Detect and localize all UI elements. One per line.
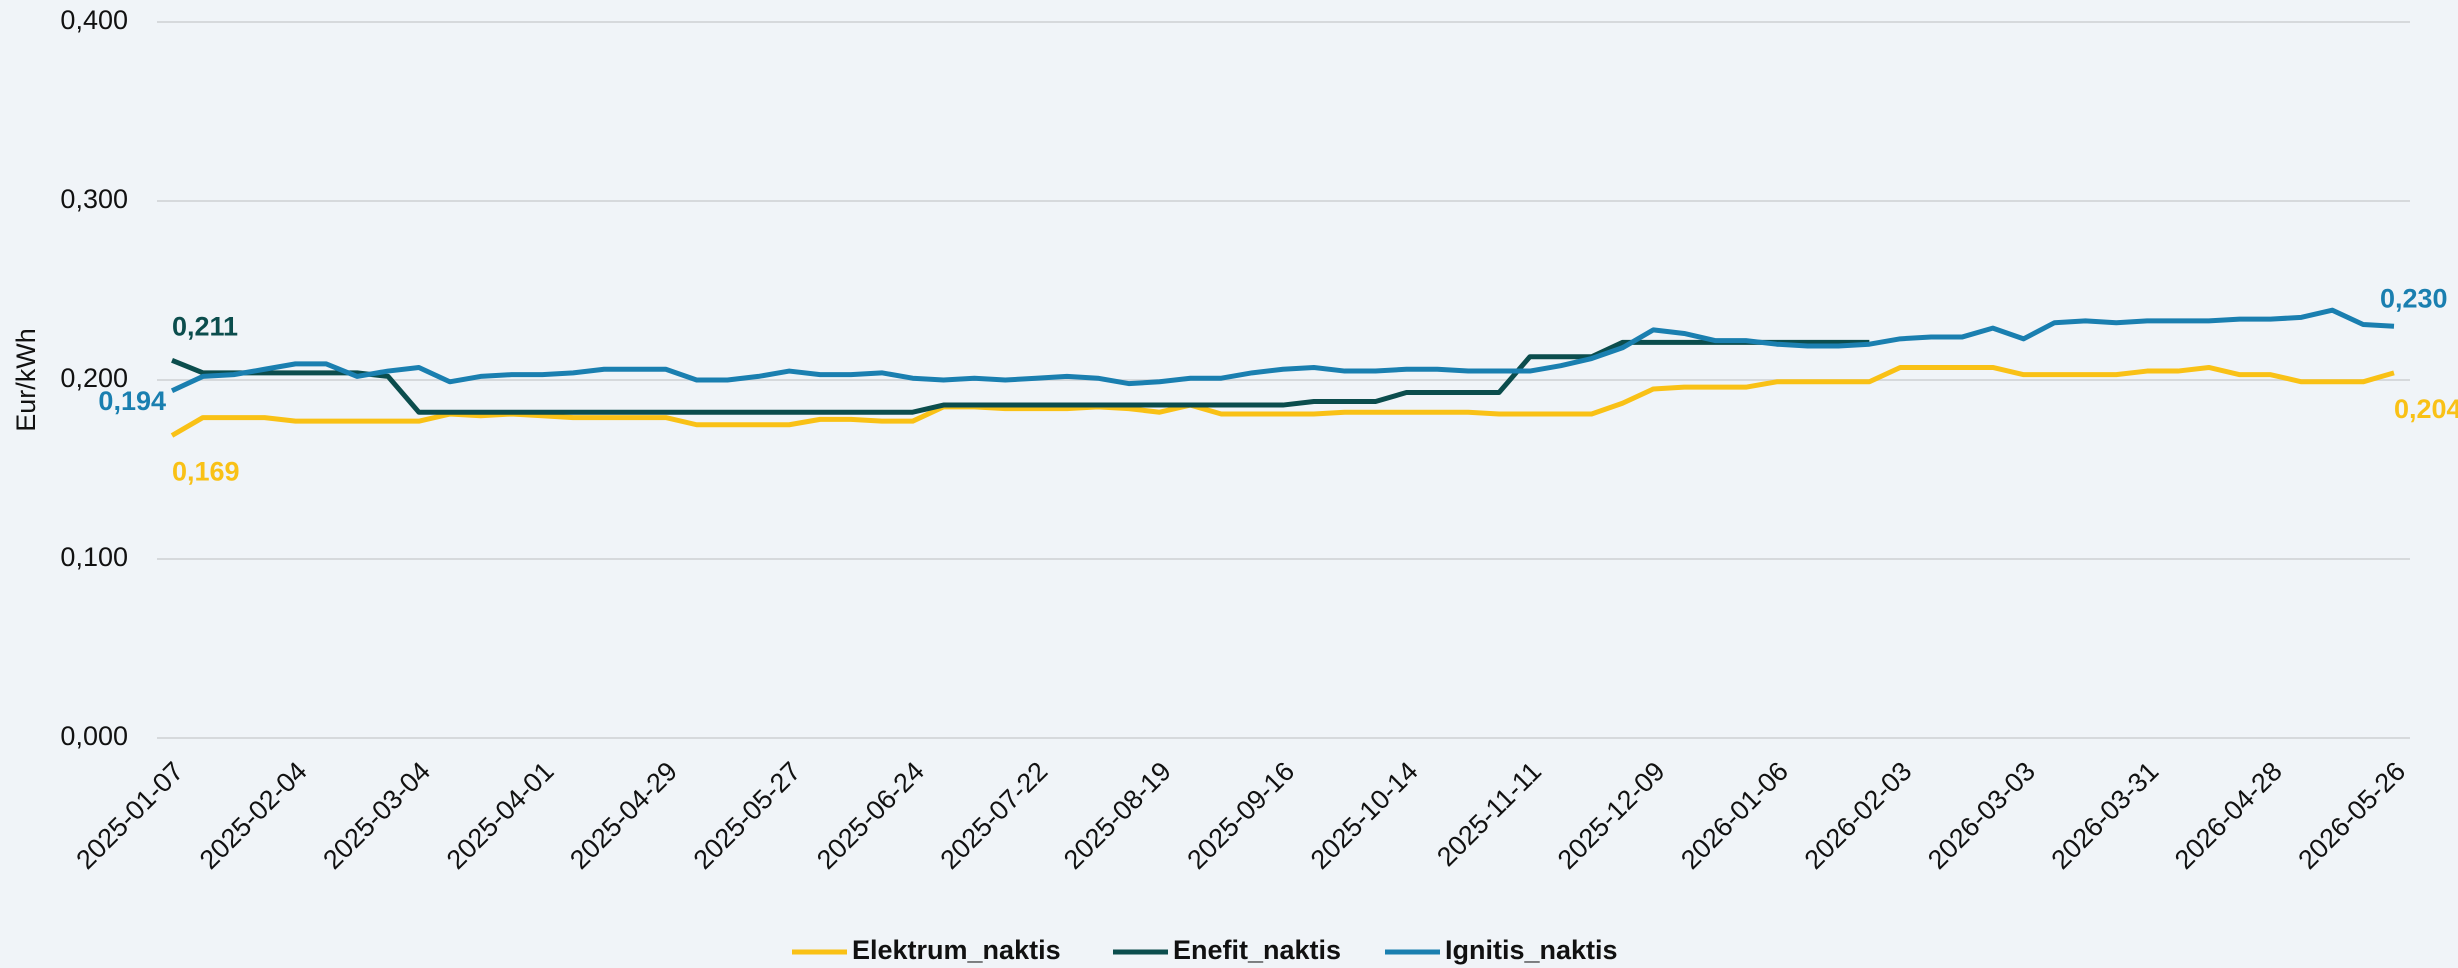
line-series (171, 339, 1870, 415)
legend-label: Elektrum_naktis (852, 935, 1061, 965)
data-label: 0,204 (2394, 394, 2458, 424)
y-tick-label: 0,000 (60, 721, 128, 751)
data-label: 0,230 (2380, 283, 2448, 313)
data-label: 0,211 (172, 311, 238, 341)
data-label: 0,169 (172, 457, 240, 487)
y-tick-label: 0,100 (60, 542, 128, 572)
line-series (170, 307, 2395, 394)
legend-label: Ignitis_naktis (1445, 935, 1618, 965)
line-series (170, 364, 2395, 438)
y-tick-label: 0,300 (60, 184, 128, 214)
y-tick-label: 0,400 (60, 5, 128, 35)
y-axis-label: Eur/kWh (11, 328, 41, 432)
data-label: 0,194 (98, 386, 166, 416)
legend-label: Enefit_naktis (1173, 935, 1341, 965)
y-tick-label: 0,200 (60, 363, 128, 393)
